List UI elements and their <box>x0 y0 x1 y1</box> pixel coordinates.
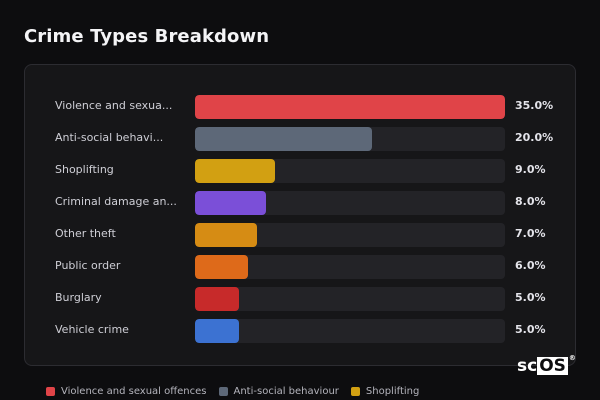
legend-swatch <box>218 387 228 396</box>
bar-fill <box>195 159 275 183</box>
legend-item[interactable]: Violence and sexual offences <box>46 386 207 397</box>
bar-track <box>195 127 505 151</box>
bar-percent: 6.0% <box>515 259 546 272</box>
bar-row[interactable]: Violence and sexua... 35.0% <box>25 95 575 119</box>
bar-percent: 20.0% <box>515 131 554 144</box>
bar-row[interactable]: Shoplifting 9.0% <box>25 159 575 183</box>
bar-track <box>195 191 505 215</box>
logo-prefix: sc <box>517 356 538 376</box>
bar-label: Criminal damage an... <box>55 195 177 208</box>
bar-percent: 7.0% <box>515 227 546 240</box>
bar-track <box>195 319 505 343</box>
bar-label: Violence and sexua... <box>55 99 173 112</box>
bar-percent: 5.0% <box>515 323 546 336</box>
legend: Violence and sexual offences Anti-social … <box>46 386 419 397</box>
bar-track <box>195 95 505 119</box>
registered-mark: ® <box>568 354 576 362</box>
bar-track <box>195 287 505 311</box>
bar-fill <box>195 127 373 151</box>
bar-fill <box>195 191 266 215</box>
legend-swatch <box>46 387 55 396</box>
bar-fill <box>195 223 257 247</box>
bar-row[interactable]: Criminal damage an... 8.0% <box>25 191 575 215</box>
bar-label: Shoplifting <box>55 163 114 176</box>
bar-fill <box>195 255 249 279</box>
chart-panel: Violence and sexua... 35.0% Anti-social be… <box>24 64 576 366</box>
bar-percent: 9.0% <box>515 163 546 176</box>
bar-track <box>195 255 505 279</box>
page-title: Crime Types Breakdown <box>24 26 270 47</box>
bar-row[interactable]: Anti-social behavi... 20.0% <box>25 127 575 151</box>
bar-percent: 8.0% <box>515 195 546 208</box>
legend-item[interactable]: Shoplifting <box>350 386 420 397</box>
bar-fill <box>195 287 240 311</box>
bar-label: Public order <box>55 259 121 272</box>
bar-fill <box>195 95 505 119</box>
bar-track <box>195 159 505 183</box>
bar-label: Vehicle crime <box>55 323 129 336</box>
bar-track <box>195 223 505 247</box>
bar-fill <box>195 319 240 343</box>
legend-label: Violence and sexual offences <box>61 386 207 397</box>
bar-label: Burglary <box>55 291 102 304</box>
bar-percent: 5.0% <box>515 291 546 304</box>
bar-row[interactable]: Burglary 5.0% <box>25 287 575 311</box>
bar-label: Anti-social behavi... <box>55 131 164 144</box>
bar-row[interactable]: Vehicle crime 5.0% <box>25 319 575 343</box>
legend-swatch <box>350 387 360 396</box>
legend-item[interactable]: Anti-social behaviour <box>218 386 339 397</box>
bar-label: Other theft <box>55 227 116 240</box>
legend-label: Shoplifting <box>365 386 420 397</box>
bar-percent: 35.0% <box>515 99 554 112</box>
logo-box: OS <box>537 356 568 376</box>
legend-label: Anti-social behaviour <box>233 386 339 397</box>
brand-logo: sc OS ® <box>517 354 576 376</box>
bar-row[interactable]: Public order 6.0% <box>25 255 575 279</box>
bar-row[interactable]: Other theft 7.0% <box>25 223 575 247</box>
